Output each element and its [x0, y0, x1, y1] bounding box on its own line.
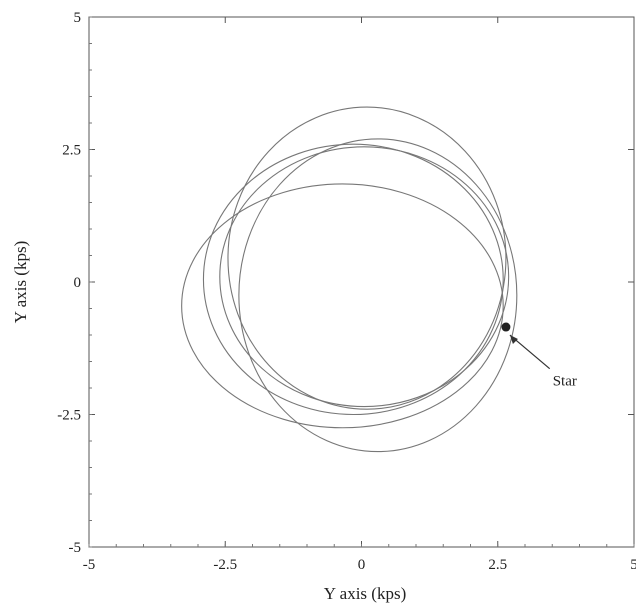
y-tick-label: -5 [69, 540, 82, 556]
x-tick-label: 2.5 [488, 557, 507, 573]
plot-area [88, 16, 635, 548]
x-tick-label: -5 [83, 557, 96, 573]
orbit-loop [238, 138, 518, 453]
orbit-loop [227, 106, 507, 410]
annotation-arrow [509, 334, 551, 370]
orbit-loop [202, 143, 504, 416]
plot-border [88, 16, 635, 548]
axis-ticks: -5 -2.5 0 2.5 5 5 2.5 0 -2.5 -5 [57, 10, 636, 573]
annotation-label: Star [553, 374, 577, 390]
y-tick-label: -2.5 [57, 408, 81, 424]
y-tick-label: 5 [74, 10, 82, 26]
y-tick-label: 2.5 [62, 143, 81, 159]
orbit-loop [181, 183, 504, 429]
y-tick-label: 0 [74, 275, 82, 291]
x-tick-label: 5 [630, 557, 636, 573]
arrow-head [509, 335, 518, 345]
star-point [501, 322, 511, 332]
orbit-loop [219, 146, 510, 408]
x-tick-label: 0 [358, 557, 366, 573]
star-marker-group: Star [501, 322, 577, 390]
y-axis-label: Y axis (kps) [11, 241, 30, 323]
x-axis-label: Y axis (kps) [324, 584, 406, 603]
orbit-series [181, 106, 518, 453]
x-tick-label: -2.5 [213, 557, 237, 573]
